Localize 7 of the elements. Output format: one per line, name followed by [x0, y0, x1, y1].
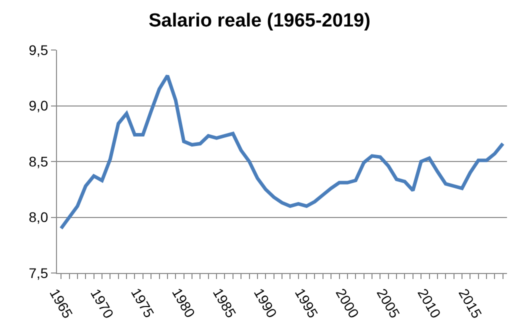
chart-title: Salario reale (1965-2019): [148, 10, 370, 32]
y-tick-label: 8,5: [28, 153, 48, 170]
y-tick-label: 8,0: [28, 209, 48, 226]
y-tick-label: 7,5: [28, 264, 48, 281]
y-tick-label: 9,0: [28, 98, 48, 114]
y-tick-label: 9,5: [28, 42, 48, 58]
line-series: [59, 74, 505, 230]
